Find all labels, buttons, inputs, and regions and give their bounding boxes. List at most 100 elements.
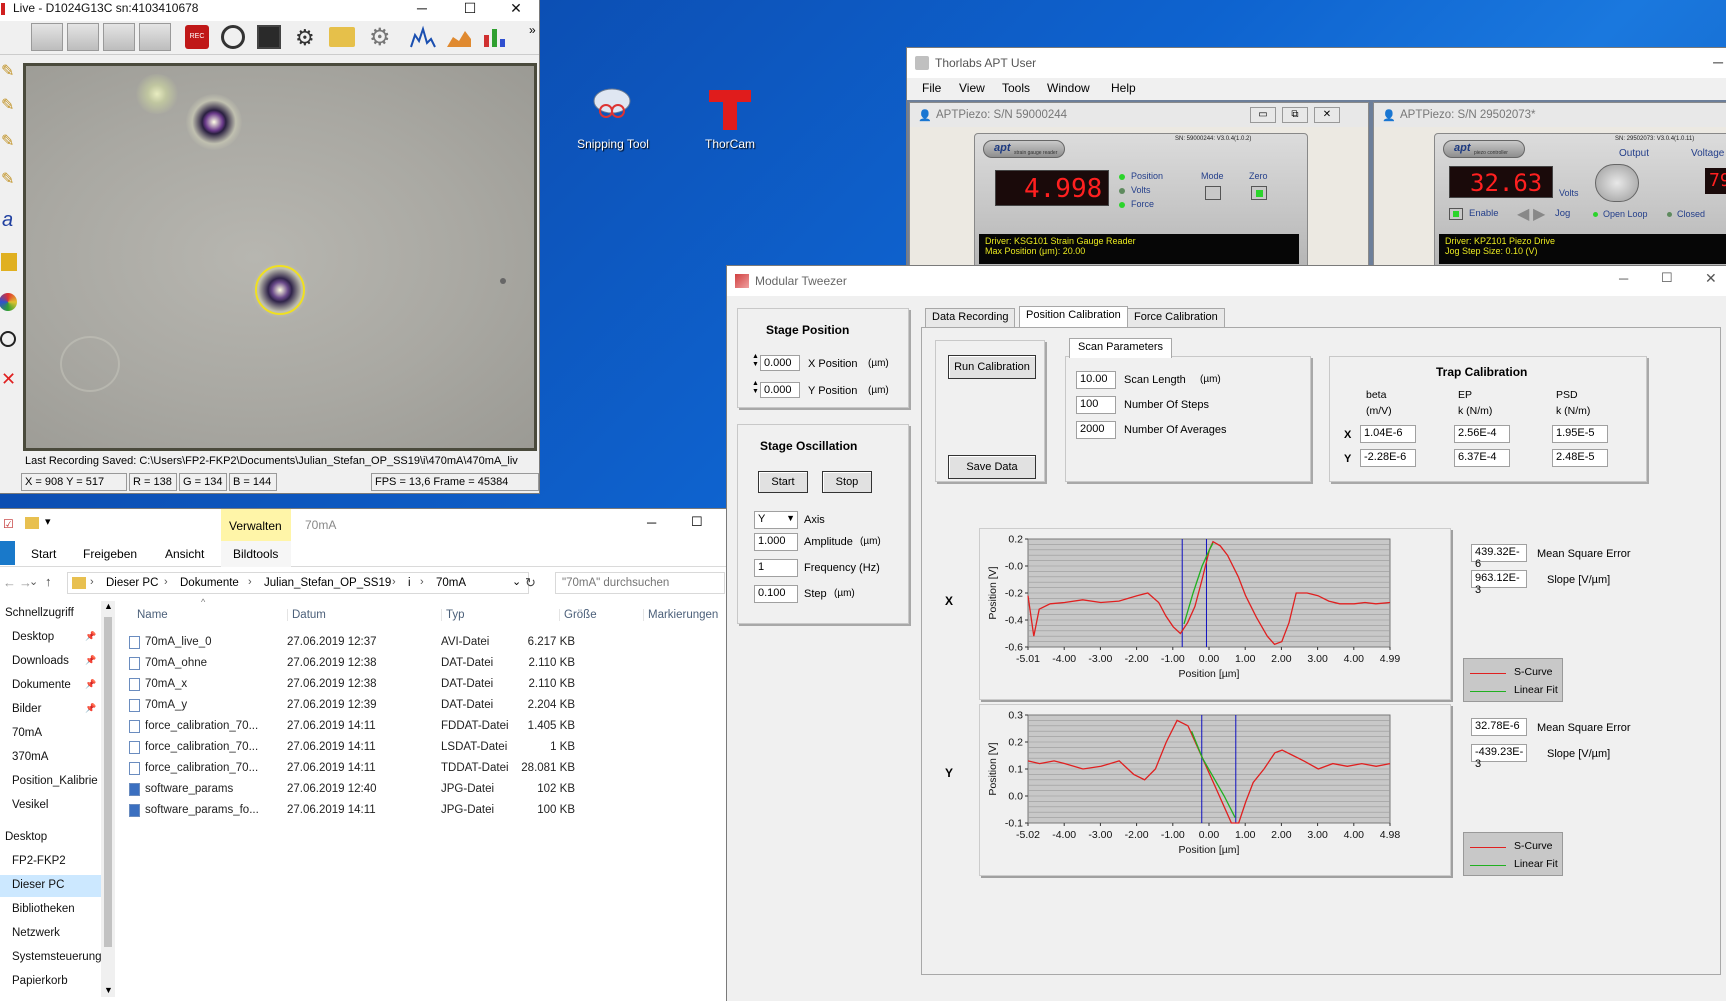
step-input[interactable]: 0.100 <box>754 585 798 603</box>
scan-parameters-tab[interactable]: Scan Parameters <box>1069 338 1172 358</box>
pencil-tool-icon[interactable]: ✎ <box>1 63 15 80</box>
menu-help[interactable]: Help <box>1111 81 1136 95</box>
brush-tool-icon[interactable]: ✎ <box>1 133 15 150</box>
nav-bilder[interactable]: Bilder 📌 <box>12 703 97 715</box>
y-position-input[interactable]: 0.000 <box>760 382 800 398</box>
nav-70ma[interactable]: 70mA <box>12 727 43 739</box>
enable-button[interactable] <box>1449 208 1463 220</box>
nav-quick-access[interactable]: Schnellzugriff <box>5 607 74 619</box>
table-row[interactable]: force_calibration_70... 27.06.2019 14:11 F… <box>129 717 727 738</box>
y-spinner-icon[interactable]: ▲ ▼ <box>752 380 759 395</box>
nav-dokumente[interactable]: Dokumente 📌 <box>12 679 97 691</box>
manage-tab[interactable]: Verwalten <box>221 509 291 541</box>
file-tab[interactable] <box>0 541 15 565</box>
col-date[interactable]: Datum <box>287 609 326 621</box>
close-icon[interactable]: ✕ <box>1705 270 1717 286</box>
save-data-button[interactable]: Save Data <box>948 455 1036 479</box>
nav-position-kalibrie[interactable]: Position_Kalibrie <box>12 775 98 787</box>
settings-gear-icon[interactable]: ⚙ <box>295 25 315 50</box>
back-arrow-icon[interactable]: ← <box>3 575 16 590</box>
menu-file[interactable]: File <box>922 81 942 95</box>
close-button[interactable]: ✕ <box>510 0 522 16</box>
breadcrumb-item[interactable]: i <box>408 577 411 589</box>
up-arrow-icon[interactable]: ↑ <box>45 574 52 589</box>
zero-button[interactable] <box>1251 186 1267 200</box>
minimize-button[interactable]: ─ <box>417 0 427 16</box>
stopwatch-tool-icon[interactable] <box>0 331 16 347</box>
maximize-icon[interactable]: ☐ <box>691 514 703 529</box>
scan-length-input[interactable]: 10.00 <box>1076 371 1116 389</box>
nav-desktop-pinned[interactable]: Desktop 📌 <box>12 631 97 643</box>
ruler-tool-icon[interactable] <box>1 253 17 271</box>
panel-minimize-button[interactable]: ▭ <box>1250 107 1276 123</box>
scroll-up-icon[interactable]: ▲ <box>104 601 113 611</box>
table-row[interactable]: 70mA_y 27.06.2019 12:39 DAT-Datei 2.204 KB <box>129 696 727 717</box>
maximize-button[interactable]: ☐ <box>463 0 477 16</box>
stop-button[interactable]: Stop <box>822 471 872 493</box>
film-single-icon[interactable] <box>31 23 63 51</box>
nav-dieser-pc[interactable]: Dieser PC <box>0 875 101 897</box>
table-row[interactable]: force_calibration_70... 27.06.2019 14:11 L… <box>129 738 727 759</box>
recent-chevron-icon[interactable]: ⌄ <box>29 576 39 588</box>
x-position-input[interactable]: 0.000 <box>760 355 800 371</box>
histogram-icon[interactable] <box>409 25 437 49</box>
cog-settings-icon[interactable]: ⚙ <box>369 24 391 51</box>
tab-freigeben[interactable]: Freigeben <box>83 547 138 561</box>
col-type[interactable]: Typ <box>441 609 465 621</box>
output-knob[interactable] <box>1595 164 1639 202</box>
menu-window[interactable]: Window <box>1047 81 1090 95</box>
tab-ansicht[interactable]: Ansicht <box>165 547 205 561</box>
nav-papierkorb[interactable]: Papierkorb <box>12 975 68 987</box>
minimize-icon[interactable]: ─ <box>1713 54 1723 70</box>
table-row[interactable]: software_params_fo... 27.06.2019 14:11 JPG… <box>129 801 727 822</box>
checkmark-qa-icon[interactable]: ☑ <box>3 517 14 531</box>
run-calibration-button[interactable]: Run Calibration <box>948 355 1036 379</box>
nav-scrollbar[interactable]: ▲ ▼ <box>101 601 115 997</box>
timer-icon[interactable] <box>221 25 245 49</box>
film-stop-icon[interactable] <box>139 23 171 51</box>
nav-fp2-fkp2[interactable]: FP2-FKP2 <box>12 855 66 867</box>
jog-left-icon[interactable]: ◀ <box>1517 206 1530 223</box>
open-folder-icon[interactable] <box>329 27 355 47</box>
folder-qa-icon[interactable] <box>25 517 39 529</box>
menu-tools[interactable]: Tools <box>1002 81 1031 95</box>
film-grid-icon[interactable] <box>103 23 135 51</box>
tab-bildtools[interactable]: Bildtools <box>221 541 291 567</box>
averages-input[interactable]: 2000 <box>1076 421 1116 439</box>
line-profile-icon[interactable] <box>445 25 473 49</box>
scroll-thumb[interactable] <box>104 617 112 947</box>
nav-vesikel[interactable]: Vesikel <box>12 799 49 811</box>
save-image-icon[interactable] <box>257 25 281 49</box>
col-name[interactable]: Name <box>137 609 168 621</box>
desktop-icon-thorcam[interactable]: ThorCam <box>690 85 770 155</box>
panel-close-button[interactable]: ✕ <box>1314 107 1340 123</box>
scroll-down-icon[interactable]: ▼ <box>104 985 113 995</box>
maximize-icon[interactable]: ☐ <box>1661 270 1673 285</box>
minimize-icon[interactable]: ─ <box>647 515 657 530</box>
forward-arrow-icon[interactable]: → <box>19 575 32 590</box>
breadcrumb-item[interactable]: Dieser PC <box>106 577 159 589</box>
tab-start[interactable]: Start <box>31 547 57 561</box>
panel-restore-button[interactable]: ⧉ <box>1282 107 1308 123</box>
table-row[interactable]: 70mA_ohne 27.06.2019 12:38 DAT-Datei 2.110 … <box>129 654 727 675</box>
table-row[interactable]: 70mA_live_0 27.06.2019 12:37 AVI-Datei 6.21… <box>129 633 727 654</box>
frequency-input[interactable]: 1 <box>754 559 798 577</box>
nav-desktop[interactable]: Desktop <box>5 831 48 843</box>
nav-bibliotheken[interactable]: Bibliotheken <box>12 903 75 915</box>
table-row[interactable]: 70mA_x 27.06.2019 12:38 DAT-Datei 2.110 KB <box>129 675 727 696</box>
table-row[interactable]: force_calibration_70... 27.06.2019 14:11 T… <box>129 759 727 780</box>
record-icon[interactable]: REC <box>185 25 209 49</box>
menu-view[interactable]: View <box>959 81 985 95</box>
amplitude-input[interactable]: 1.000 <box>754 533 798 551</box>
film-double-icon[interactable] <box>67 23 99 51</box>
col-size[interactable]: Größe <box>559 609 597 621</box>
qa-dropdown-icon[interactable]: ▾ <box>45 516 51 528</box>
start-button[interactable]: Start <box>758 471 808 493</box>
pen-tool-icon[interactable]: ✎ <box>1 97 15 114</box>
overflow-chevron-icon[interactable]: » <box>529 23 536 37</box>
search-input[interactable] <box>555 572 725 594</box>
breadcrumb-item[interactable]: Julian_Stefan_OP_SS19 <box>264 577 392 589</box>
jog-right-icon[interactable]: ▶ <box>1533 206 1546 223</box>
nav-downloads[interactable]: Downloads 📌 <box>12 655 97 667</box>
x-spinner-icon[interactable]: ▲ ▼ <box>752 353 759 368</box>
